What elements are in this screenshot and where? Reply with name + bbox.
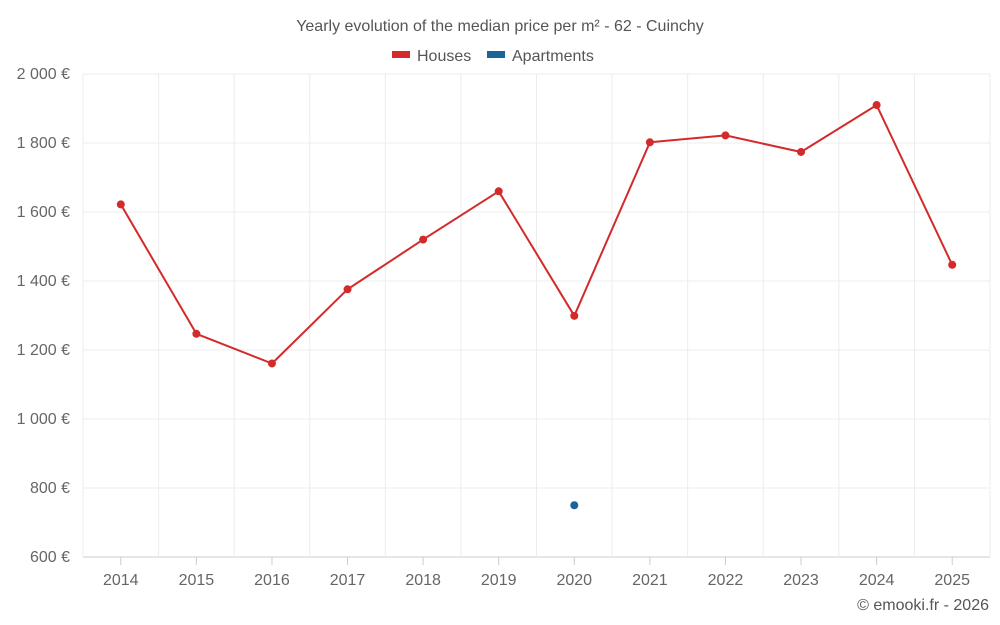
data-point-houses-2025[interactable] bbox=[948, 260, 957, 269]
legend-item-houses[interactable]: Houses bbox=[392, 48, 471, 65]
legend[interactable]: Houses Apartments bbox=[392, 48, 594, 65]
data-point-houses-2016[interactable] bbox=[267, 359, 276, 368]
data-point-houses-2019[interactable] bbox=[494, 187, 503, 196]
y-tick-label: 600 € bbox=[30, 549, 70, 566]
data-point-houses-2018[interactable] bbox=[419, 235, 428, 244]
x-tick-label: 2021 bbox=[632, 572, 668, 589]
legend-label: Apartments bbox=[512, 48, 594, 65]
x-tick-label: 2022 bbox=[708, 572, 744, 589]
x-tick-label: 2024 bbox=[859, 572, 895, 589]
legend-label: Houses bbox=[417, 48, 471, 65]
data-point-houses-2020[interactable] bbox=[570, 311, 579, 320]
x-tick-label: 2016 bbox=[254, 572, 290, 589]
x-tick-label: 2014 bbox=[103, 572, 139, 589]
y-tick-label: 2 000 € bbox=[17, 66, 70, 83]
data-point-houses-2022[interactable] bbox=[721, 131, 730, 140]
x-tick-label: 2017 bbox=[330, 572, 366, 589]
x-tick-label: 2019 bbox=[481, 572, 517, 589]
data-point-houses-2014[interactable] bbox=[116, 200, 125, 209]
data-point-houses-2015[interactable] bbox=[192, 329, 201, 338]
series-layer bbox=[116, 101, 957, 510]
x-tick-label: 2025 bbox=[934, 572, 970, 589]
y-tick-label: 1 200 € bbox=[17, 342, 70, 359]
y-tick-label: 1 400 € bbox=[17, 273, 70, 290]
data-point-houses-2024[interactable] bbox=[872, 101, 881, 110]
x-axis-ticks: 2014 2015 2016 2017 2018 2019 2020 2021 2022 2023… bbox=[103, 572, 970, 589]
data-point-houses-2023[interactable] bbox=[797, 147, 806, 156]
x-tick-label: 2023 bbox=[783, 572, 819, 589]
data-point-houses-2021[interactable] bbox=[645, 138, 654, 147]
y-axis-ticks: 600 € 800 € 1 000 € 1 200 € 1 400 € 1 600 € 1 … bbox=[17, 66, 70, 566]
x-tick-label: 2015 bbox=[179, 572, 215, 589]
legend-item-apartments[interactable]: Apartments bbox=[487, 48, 594, 65]
x-tick-label: 2020 bbox=[556, 572, 592, 589]
y-tick-label: 1 600 € bbox=[17, 204, 70, 221]
grid-layer bbox=[82, 73, 991, 565]
y-tick-label: 800 € bbox=[30, 480, 70, 497]
series-houses bbox=[116, 101, 957, 368]
legend-swatch bbox=[487, 51, 505, 58]
data-point-apartments-2020[interactable] bbox=[570, 501, 579, 510]
data-point-houses-2017[interactable] bbox=[343, 285, 352, 294]
series-line-houses bbox=[119, 104, 954, 365]
credit-text: © emooki.fr - 2026 bbox=[857, 597, 989, 614]
y-tick-label: 1 800 € bbox=[17, 135, 70, 152]
legend-swatch bbox=[392, 51, 410, 58]
y-tick-label: 1 000 € bbox=[17, 411, 70, 428]
chart-title: Yearly evolution of the median price per… bbox=[296, 18, 704, 35]
series-apartments bbox=[570, 501, 579, 510]
x-tick-label: 2018 bbox=[405, 572, 441, 589]
